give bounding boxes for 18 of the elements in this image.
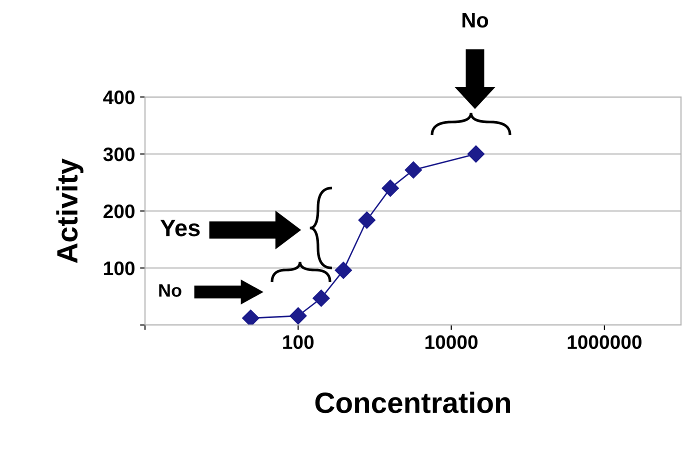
text: No — [462, 13, 488, 28]
y-tick-label: 400 — [103, 90, 134, 104]
x-tick-label: 100 — [283, 335, 314, 350]
x-tick-label: 10000 — [425, 335, 478, 350]
x-axis-title: Concentration — [315, 392, 510, 414]
point — [382, 180, 399, 197]
annotation: No — [159, 284, 182, 297]
point — [334, 262, 352, 279]
point — [312, 290, 330, 307]
annotation: Yes — [160, 220, 200, 236]
point — [358, 212, 376, 229]
x-tick-label: 1000000 — [568, 335, 642, 350]
y-tick-label: 100 — [104, 261, 134, 276]
point — [290, 307, 307, 324]
y-tick-label: 200 — [104, 204, 134, 218]
y-axis-title: Activity — [56, 158, 84, 263]
point — [404, 161, 422, 179]
y-tick-label: 300 — [103, 147, 134, 162]
